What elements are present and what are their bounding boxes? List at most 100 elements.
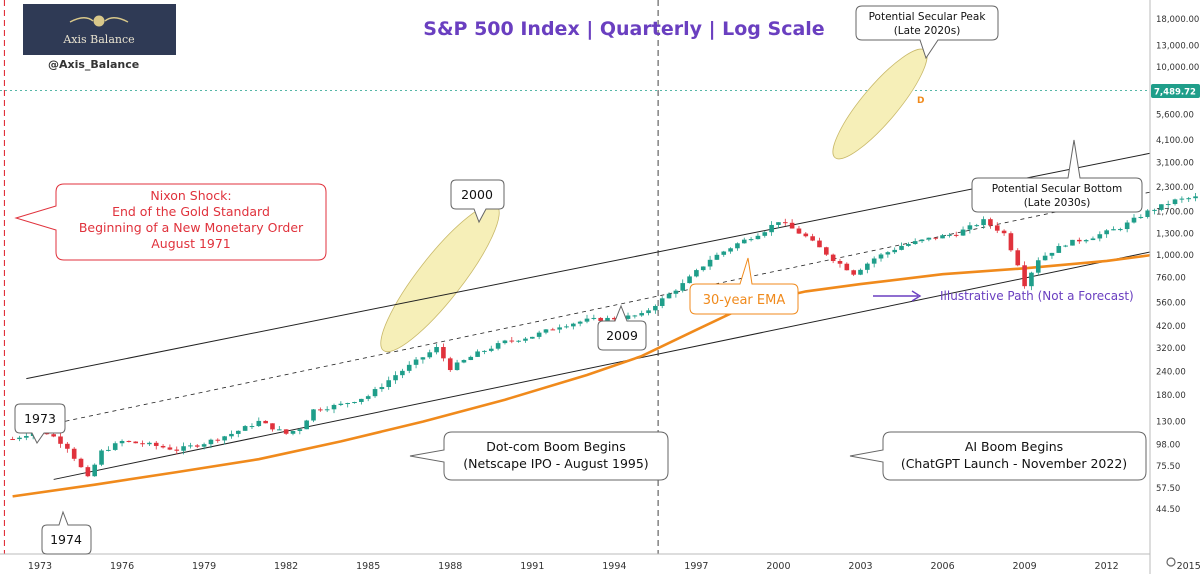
- label-1974: 1974: [50, 532, 82, 547]
- y-tick-label: 130.00: [1156, 418, 1186, 428]
- nixon-line-3: Beginning of a New Monetary Order: [79, 220, 304, 235]
- candle-body: [393, 375, 398, 381]
- current-price-label: 7,489.72: [1154, 88, 1196, 98]
- candle-body: [1193, 196, 1198, 199]
- ema-label: 30-year EMA: [703, 293, 786, 308]
- callout-nixon: Nixon Shock: End of the Gold Standard Be…: [14, 183, 327, 261]
- candle-body: [1145, 210, 1150, 217]
- candle-body: [762, 232, 768, 236]
- candle-body: [550, 329, 556, 331]
- candle-body: [208, 439, 214, 445]
- candle-body: [263, 420, 268, 424]
- candle-body: [222, 436, 227, 441]
- candle-body: [58, 436, 63, 444]
- candle-body: [1172, 199, 1178, 205]
- candle-body: [1083, 240, 1089, 242]
- candle-body: [919, 239, 925, 242]
- candle-body: [769, 224, 774, 233]
- candle-body: [290, 430, 296, 434]
- settings-gear-icon[interactable]: [1166, 557, 1176, 567]
- peak-line-2: (Late 2020s): [894, 25, 961, 37]
- candle-body: [871, 258, 877, 264]
- illustrative-label: Illustrative Path (Not a Forecast): [940, 289, 1134, 303]
- candle-body: [1077, 239, 1082, 242]
- candle-body: [735, 243, 740, 249]
- y-tick-labels: 18,000.00 13,000.00 10,000.00 5,600.00 4,100…: [1156, 15, 1199, 515]
- x-tick-label: 2000: [766, 561, 790, 572]
- x-tick-label: 1988: [438, 561, 462, 572]
- candle-body: [461, 360, 467, 363]
- y-tick-label: 44.50: [1156, 505, 1180, 515]
- candle-body: [687, 276, 692, 284]
- brand-handle: @Axis_Balance: [48, 58, 139, 71]
- dotcom-line-2: (Netscape IPO - August 1995): [463, 456, 648, 471]
- candle-body: [865, 263, 870, 270]
- callout-2009: 2009: [597, 304, 647, 351]
- callout-bottom: Potential Secular Bottom (Late 2030s): [971, 139, 1143, 213]
- candle-body: [427, 352, 433, 358]
- candle-body: [584, 318, 590, 322]
- logo-text: Axis Balance: [62, 33, 134, 46]
- candle-body: [85, 467, 91, 477]
- candle-body: [646, 310, 651, 314]
- candle-body: [1001, 230, 1007, 234]
- candle-body: [543, 329, 549, 333]
- candle-body: [1179, 198, 1185, 200]
- x-tick-label: 1994: [602, 561, 626, 572]
- candle-body: [612, 317, 617, 320]
- dotcom-line-1: Dot-com Boom Begins: [486, 439, 625, 454]
- x-tick-label: 2015: [1177, 561, 1200, 572]
- candle-body: [1015, 250, 1021, 266]
- candle-body: [352, 401, 357, 404]
- x-tick-label: 1985: [356, 561, 380, 572]
- candle-body: [830, 254, 836, 262]
- candle-body: [447, 358, 453, 371]
- candle-body: [666, 293, 672, 299]
- candle-body: [1159, 204, 1164, 210]
- candle-body: [974, 225, 980, 227]
- x-tick-label: 1979: [192, 561, 216, 572]
- candle-body: [994, 225, 1000, 231]
- candle-body: [858, 269, 863, 275]
- candle-body: [981, 219, 986, 226]
- candle-body: [1063, 245, 1068, 247]
- y-tick-label: 760.00: [1156, 273, 1186, 283]
- candle-body: [24, 435, 29, 438]
- candle-body: [249, 426, 255, 428]
- candle-body: [817, 240, 822, 248]
- y-tick-label: 1,000.00: [1156, 251, 1194, 261]
- candle-body: [1124, 222, 1130, 230]
- candle-body: [372, 389, 378, 397]
- candle-body: [188, 445, 193, 447]
- candle-body: [215, 439, 221, 441]
- x-tick-label: 1991: [520, 561, 544, 572]
- candle-body: [1056, 245, 1062, 253]
- callout-ema: 30-year EMA: [689, 257, 799, 315]
- candle-body: [1029, 272, 1034, 287]
- candle-body: [106, 449, 111, 451]
- nixon-line-2: End of the Gold Standard: [112, 204, 270, 219]
- candle-body: [577, 321, 583, 324]
- trend-channel: [26, 152, 1150, 480]
- candle-body: [441, 347, 446, 359]
- y-tick-label: 180.00: [1156, 391, 1186, 401]
- candle-body: [960, 229, 966, 236]
- candle-body: [71, 448, 77, 459]
- y-tick-label: 1,300.00: [1156, 230, 1194, 240]
- candle-body: [789, 222, 795, 229]
- marker-d: D: [917, 96, 924, 106]
- candle-body: [140, 443, 145, 445]
- y-tick-label: 1,700.00: [1156, 208, 1194, 218]
- candle-body: [413, 359, 419, 365]
- candle-body: [488, 348, 494, 351]
- bottom-line-2: (Late 2030s): [1024, 197, 1091, 209]
- candle-body: [277, 429, 282, 431]
- callout-1973: 1973: [14, 403, 66, 444]
- candle-body: [133, 441, 139, 444]
- candle-body: [844, 263, 850, 271]
- x-tick-label: 2009: [1013, 561, 1037, 572]
- candle-body: [1104, 230, 1109, 235]
- candle-body: [728, 248, 733, 252]
- candle-body: [379, 387, 385, 390]
